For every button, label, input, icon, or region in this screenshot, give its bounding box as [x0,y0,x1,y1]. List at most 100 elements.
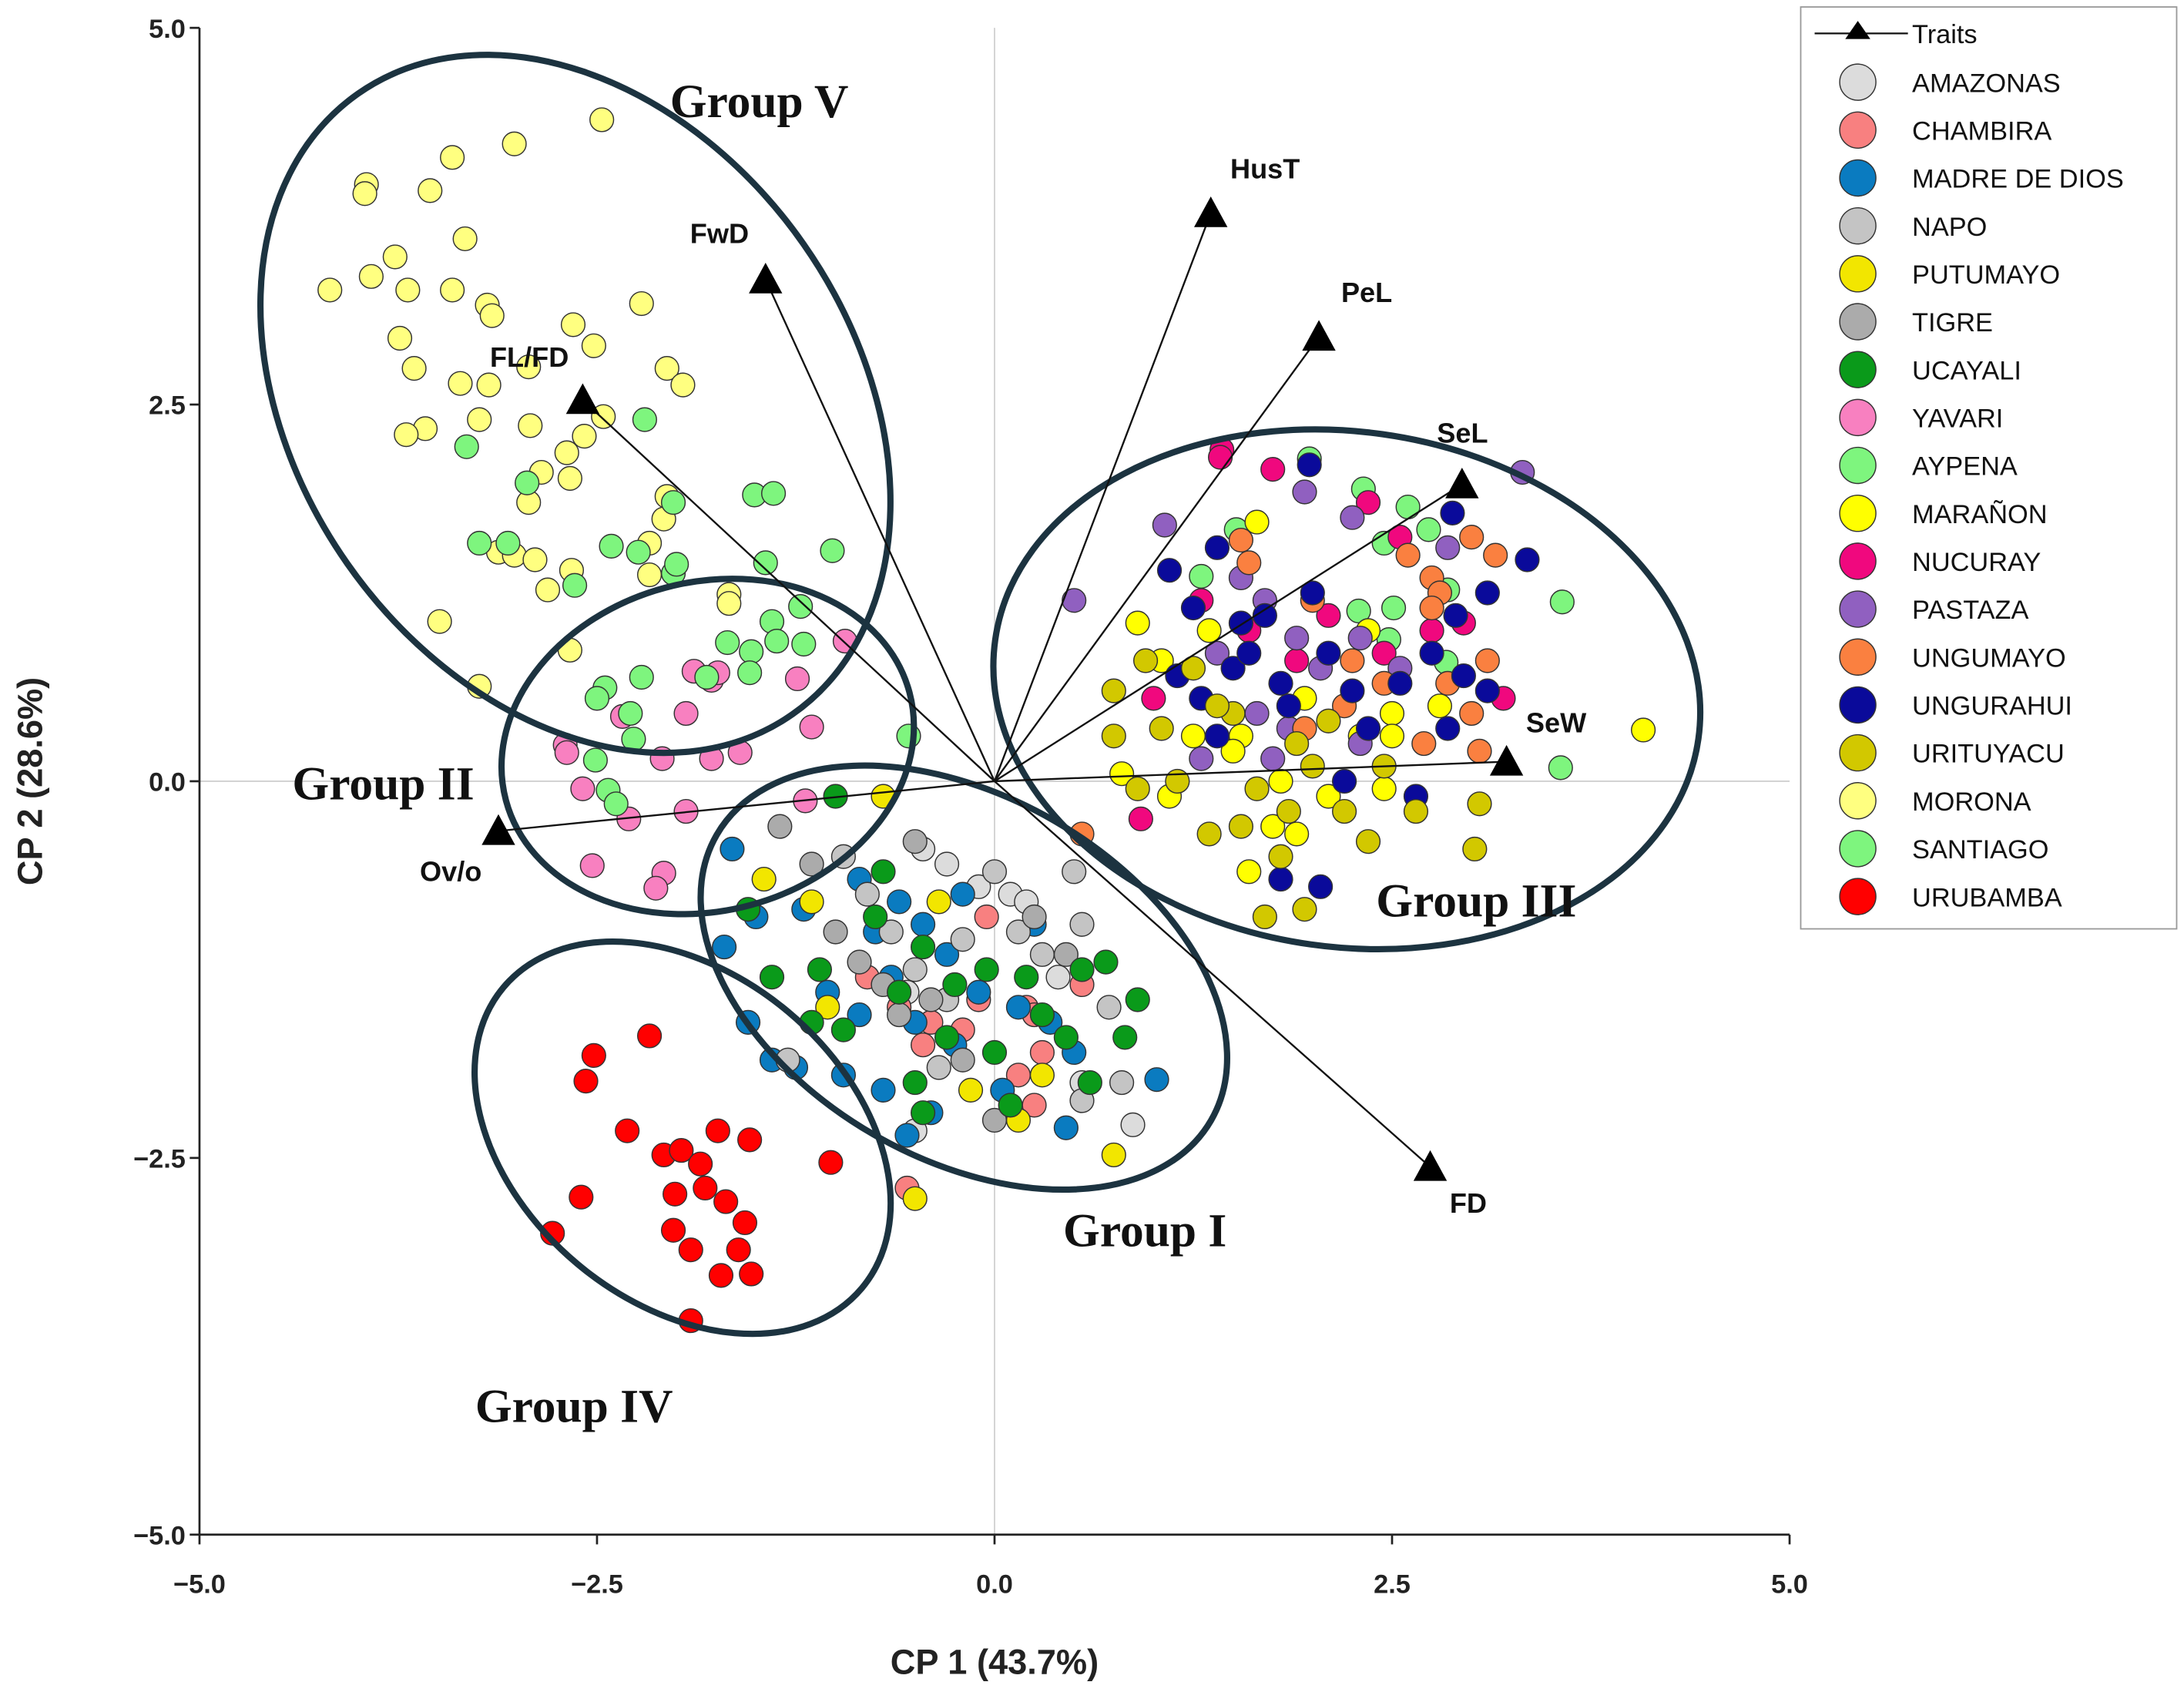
data-point [1316,640,1341,666]
legend-entry: AYPENA [1912,452,2018,482]
data-point [1467,738,1492,764]
data-point [1459,525,1485,550]
data-point [1416,517,1441,542]
legend-entry: SANTIAGO [1912,835,2048,864]
data-point [863,904,888,930]
legend-marker [1839,494,1877,532]
data-point [1252,904,1277,930]
data-point [1260,746,1286,771]
data-point [737,660,763,686]
group-ellipses [257,52,1704,1338]
data-point [934,851,960,877]
data-point [981,1107,1008,1133]
data-point [502,131,527,156]
data-point [950,881,975,907]
data-point [1112,1025,1138,1050]
trait-triangle-icon [1489,744,1524,776]
data-point [1355,829,1381,854]
data-point [581,1042,606,1068]
data-point [1141,686,1166,711]
data-point [791,631,817,657]
group-ellipse [697,762,1230,1193]
data-point [934,1025,960,1050]
data-point [799,889,824,915]
trait-vector [764,279,996,782]
data-point [1207,445,1233,470]
data-point [1435,535,1461,560]
data-point [1244,509,1270,535]
trait-triangle-icon [1194,196,1228,227]
data-point [1268,844,1293,869]
data-point [1029,942,1055,967]
legend-marker [1839,398,1877,437]
data-point [1014,965,1039,990]
data-point [1228,814,1253,839]
data-point [1062,588,1087,613]
data-point [387,325,413,351]
data-point [522,547,548,572]
data-point [878,919,904,945]
data-point [1440,500,1465,525]
data-point [887,889,912,915]
data-point [1300,580,1325,606]
data-point [1411,730,1437,757]
data-point [670,372,696,398]
legend-marker [1839,63,1877,101]
data-point [1459,700,1485,727]
data-point [1268,866,1293,892]
data-point [958,1077,984,1103]
data-point [1180,656,1206,681]
data-point [660,1217,686,1243]
data-point [584,686,610,711]
data-point [1474,678,1500,703]
trait-vectors: HusT PeL SeL SeW FD FwD FL/FD Ov/o [420,153,1587,1220]
data-point [401,356,427,381]
legend-entry: TIGRE [1912,308,1993,337]
data-point [572,424,597,449]
trait-label: Ov/o [420,856,481,888]
data-point [562,572,588,598]
data-point [760,481,787,506]
data-point [554,740,579,765]
legend-entry: UNGURAHUI [1912,692,2072,721]
data-point [582,747,608,773]
data-point [1260,814,1286,839]
trait-vector [993,213,1212,782]
data-point [918,987,944,1012]
data-point [382,244,408,270]
x-tick-label: 0.0 [976,1570,1013,1600]
group-label: Group II [292,757,474,810]
data-point [1045,965,1071,990]
data-point [1204,640,1230,666]
data-point [950,1047,975,1073]
legend-traits-label: Traits [1912,20,1978,49]
data-point [1132,648,1159,673]
data-point [732,1210,758,1236]
data-point [1549,589,1575,615]
trait-vector [498,780,995,832]
group-labels: Group V Group II Group I Group III Group IV [292,76,1576,1433]
data-point [1165,768,1190,794]
data-point [673,700,699,727]
data-point [911,1032,936,1058]
data-point [1371,640,1397,666]
data-point [926,889,951,915]
y-tick-label: 2.5 [149,391,186,421]
data-point [632,407,657,432]
data-point [1419,595,1444,621]
legend-marker [1839,686,1877,724]
series-madre-de-dios [712,836,1169,1148]
data-point [974,957,999,982]
data-point [1244,776,1270,801]
data-point [1276,693,1301,719]
data-point [1419,640,1444,666]
data-point [1204,693,1230,719]
data-point [629,664,654,690]
data-point [1284,821,1310,847]
data-point [1379,723,1405,749]
trait-vector [582,399,995,782]
data-point [759,965,785,990]
data-point [1101,1142,1126,1168]
data-point [767,814,793,839]
data-point [1483,542,1508,568]
